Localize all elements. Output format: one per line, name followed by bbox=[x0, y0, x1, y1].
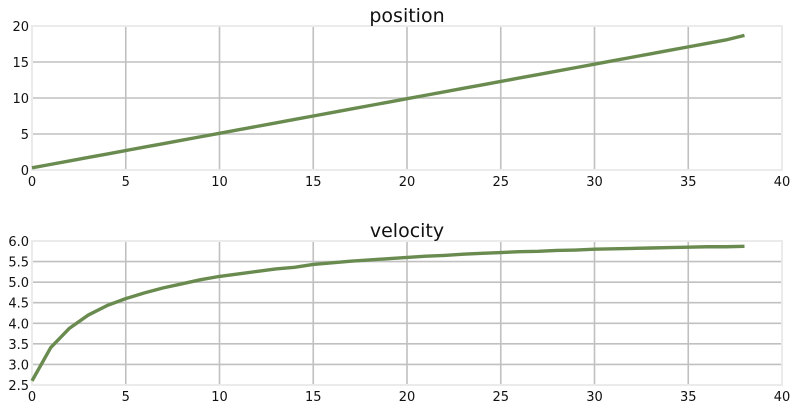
velocity-x-tick-label: 20 bbox=[399, 390, 416, 405]
position-x-tick-label: 35 bbox=[680, 175, 697, 190]
velocity-y-tick-label: 3.0 bbox=[8, 358, 29, 373]
position-x-tick-label: 0 bbox=[28, 175, 36, 190]
position-x-tick-label: 25 bbox=[492, 175, 509, 190]
position-y-tick-label: 10 bbox=[12, 92, 29, 107]
velocity-x-tick-label: 30 bbox=[586, 390, 603, 405]
position-y-tick-label: 15 bbox=[12, 56, 29, 71]
velocity-y-tick-label: 2.5 bbox=[8, 379, 29, 394]
position-y-tick-label: 5 bbox=[21, 128, 29, 143]
velocity-y-tick-label: 6.0 bbox=[8, 235, 29, 250]
position-plot-frame bbox=[31, 25, 783, 171]
velocity-x-tick-label: 35 bbox=[680, 390, 697, 405]
velocity-x-tick-label: 40 bbox=[774, 390, 791, 405]
velocity-x-tick-label: 0 bbox=[28, 390, 36, 405]
velocity-y-tick-label: 5.0 bbox=[8, 276, 29, 291]
velocity-y-tick-label: 4.5 bbox=[8, 297, 29, 312]
position-x-tick-label: 5 bbox=[122, 175, 130, 190]
velocity-series-line bbox=[30, 244, 745, 382]
velocity-y-tick-label: 4.0 bbox=[8, 317, 29, 332]
position-x-tick-label: 30 bbox=[586, 175, 603, 190]
velocity-plot-frame bbox=[31, 240, 783, 386]
position-chart-title: position bbox=[369, 5, 444, 27]
position-y-tick-label: 20 bbox=[12, 20, 29, 35]
position-x-tick-label: 10 bbox=[211, 175, 228, 190]
velocity-chart-title: velocity bbox=[370, 220, 444, 242]
position-chart: 0 5 10 15 20 25 30 35 40 0 5 10 15 20 position bbox=[12, 5, 790, 190]
velocity-x-tick-label: 15 bbox=[305, 390, 322, 405]
position-y-tick-label: 0 bbox=[21, 164, 29, 179]
velocity-chart: 0 5 10 15 20 25 30 35 40 2.5 3.0 3.5 4.0 4.5 5.0 5.5 6.0… bbox=[8, 220, 790, 405]
position-x-tick-label: 20 bbox=[399, 175, 416, 190]
position-x-tick-label: 15 bbox=[305, 175, 322, 190]
velocity-x-tick-label: 5 bbox=[122, 390, 130, 405]
velocity-y-tick-label: 5.5 bbox=[8, 256, 29, 271]
velocity-x-tick-label: 10 bbox=[211, 390, 228, 405]
velocity-x-tick-label: 25 bbox=[492, 390, 509, 405]
velocity-y-tick-label: 3.5 bbox=[8, 338, 29, 353]
position-x-tick-label: 40 bbox=[774, 175, 791, 190]
position-series-line bbox=[31, 33, 745, 170]
